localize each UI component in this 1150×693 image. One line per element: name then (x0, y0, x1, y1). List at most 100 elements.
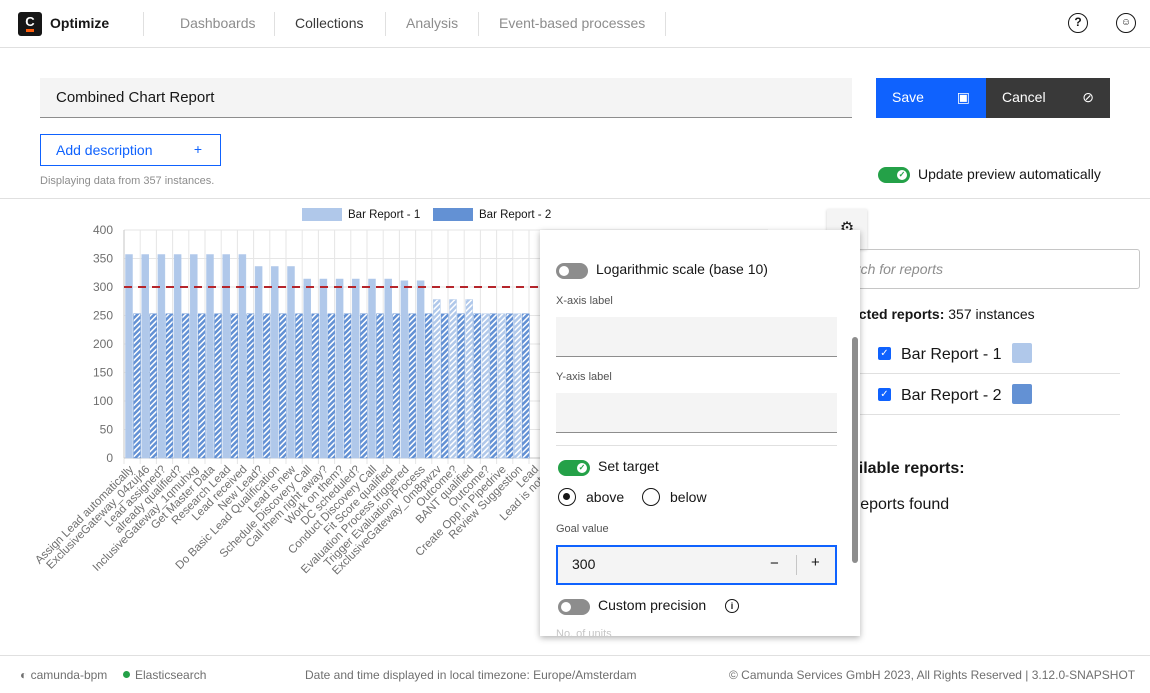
bar-2 (165, 313, 174, 459)
bar-1 (125, 254, 133, 459)
bar-1 (368, 278, 376, 459)
save-button[interactable]: Save ▣ (876, 78, 986, 118)
checkbox-checked-icon[interactable]: ✓ (878, 388, 891, 401)
bar-1 (465, 299, 473, 459)
units-label: No. of units (556, 628, 612, 636)
color-swatch[interactable] (1012, 343, 1032, 363)
y-tick-label: 150 (93, 366, 113, 380)
timezone-info: Date and time displayed in local timezon… (305, 668, 637, 682)
y-tick-label: 50 (100, 423, 114, 437)
cancel-button[interactable]: Cancel ⊘ (986, 78, 1110, 118)
bar-2 (149, 313, 157, 459)
bar-2 (133, 313, 141, 459)
bar-1 (497, 313, 506, 459)
above-radio[interactable] (558, 488, 576, 506)
color-swatch[interactable] (1012, 384, 1032, 404)
y-axis-label-caption: Y-axis label (556, 371, 612, 383)
x-axis-label-input[interactable] (556, 317, 837, 357)
scrollbar[interactable] (852, 337, 858, 563)
below-radio[interactable] (642, 488, 660, 506)
available-reports-heading: Available reports: (830, 460, 965, 477)
bar-1 (190, 254, 198, 459)
nav-dashboards[interactable]: Dashboards (180, 15, 256, 31)
bar-2 (376, 313, 384, 459)
bar-1 (433, 299, 441, 459)
status-dot-icon (123, 671, 130, 678)
cancel-label: Cancel (1002, 89, 1046, 105)
goal-value-input[interactable]: 300 − + (556, 545, 837, 585)
legend-label: Bar Report - 1 (348, 209, 420, 221)
help-icon[interactable]: ? (1068, 13, 1088, 33)
selected-report-item[interactable]: ✓ Bar Report - 2 (860, 374, 1120, 415)
add-description-label: Add description (56, 142, 153, 158)
bar-2 (311, 313, 319, 459)
divider (0, 198, 1150, 199)
bar-2 (473, 313, 481, 459)
report-name: Bar Report - 1 (901, 346, 1002, 363)
log-scale-label: Logarithmic scale (base 10) (596, 261, 768, 277)
bar-2 (441, 313, 449, 459)
bar-2 (279, 313, 287, 459)
bar-1 (271, 266, 279, 459)
nav-event-based-processes[interactable]: Event-based processes (499, 15, 646, 31)
bar-1 (222, 254, 230, 459)
update-preview-label: Update preview automatically (918, 166, 1101, 182)
add-description-button[interactable]: Add description + (40, 134, 221, 166)
bar-2 (230, 313, 238, 459)
report-title-input[interactable] (40, 78, 852, 118)
set-target-label: Set target (598, 458, 659, 474)
bar-2 (457, 313, 465, 459)
divider (143, 12, 144, 36)
copyright: © Camunda Services GmbH 2023, All Rights… (729, 668, 1136, 682)
selected-report-item[interactable]: ✓ Bar Report - 1 (860, 333, 1120, 374)
set-target-toggle[interactable]: ✓ (558, 460, 590, 476)
y-tick-label: 300 (93, 280, 113, 294)
y-tick-label: 0 (106, 451, 113, 465)
bar-2 (262, 313, 271, 459)
app-name[interactable]: Optimize (50, 15, 110, 31)
log-scale-toggle[interactable] (556, 263, 588, 279)
plus-icon: + (193, 141, 202, 157)
goal-value: 300 (572, 556, 596, 572)
top-nav: C Optimize Dashboards Collections Analys… (0, 0, 1150, 48)
search-reports-input[interactable]: Search for reports (820, 249, 1140, 289)
toggle-knob (561, 602, 571, 612)
bar-1 (254, 266, 263, 459)
custom-precision-label: Custom precision (598, 597, 707, 613)
decrement-button[interactable]: − (770, 555, 779, 572)
update-preview-toggle[interactable]: ✓ (878, 167, 910, 183)
y-tick-label: 350 (93, 252, 113, 266)
bar-2 (246, 313, 255, 459)
nav-collections[interactable]: Collections (295, 15, 364, 31)
bar-2 (489, 313, 498, 459)
user-icon[interactable]: ☺ (1116, 13, 1136, 33)
save-label: Save (892, 89, 924, 105)
camunda-logo: C (18, 12, 42, 36)
bar-2 (522, 313, 530, 459)
footer: ◐ camunda-bpm Elasticsearch Date and tim… (0, 655, 1150, 693)
increment-button[interactable]: + (811, 554, 820, 571)
divider (665, 12, 666, 36)
x-axis-label-caption: X-axis label (556, 295, 613, 307)
check-icon: ✓ (577, 463, 587, 473)
divider (478, 12, 479, 36)
bar-1 (173, 254, 182, 459)
y-axis-label-input[interactable] (556, 393, 837, 433)
save-icon: ▣ (956, 89, 970, 105)
info-icon[interactable]: i (725, 599, 739, 613)
divider (796, 555, 797, 575)
divider (556, 445, 837, 446)
checkbox-checked-icon[interactable]: ✓ (878, 347, 891, 360)
divider (385, 12, 386, 36)
custom-precision-toggle[interactable] (558, 599, 590, 615)
bar-1 (335, 278, 344, 459)
bar-1 (384, 278, 392, 459)
bar-1 (352, 278, 360, 459)
nav-analysis[interactable]: Analysis (406, 15, 459, 31)
bar-1 (287, 266, 295, 459)
bar-2 (505, 313, 514, 459)
selected-count: 357 instances (948, 306, 1035, 322)
report-name: Bar Report - 2 (901, 387, 1002, 404)
bar-1 (481, 313, 490, 459)
